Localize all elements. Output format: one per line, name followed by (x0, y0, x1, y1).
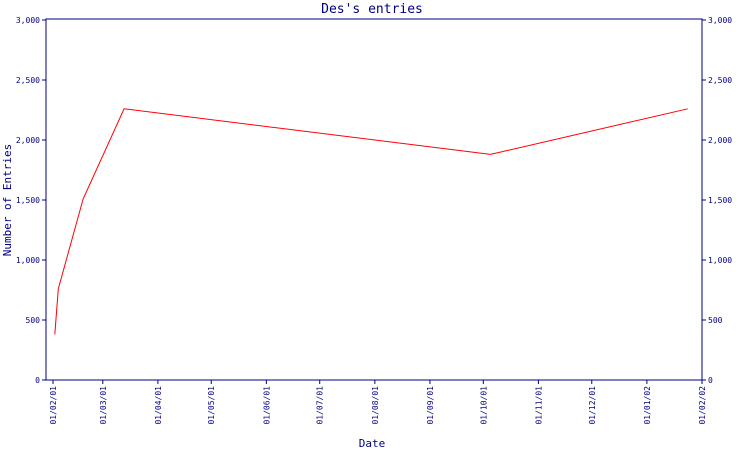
y-axis-left: 0 500 1,000 1,500 2,000 2,500 3,000 (16, 16, 46, 385)
y-tick-label-right: 500 (708, 316, 723, 325)
y-axis-label: Number of Entries (1, 144, 14, 257)
x-tick-label: 01/08/01 (371, 386, 380, 425)
x-tick-label: 01/09/01 (426, 386, 435, 425)
x-tick-label: 01/10/01 (479, 386, 488, 425)
x-axis: 01/02/01 01/03/01 01/04/01 01/05/01 01/06/01… (49, 380, 707, 425)
x-tick-label: 01/01/02 (643, 386, 652, 425)
y-tick-label-right: 2,500 (708, 76, 732, 85)
chart-title: Des's entries (321, 2, 423, 17)
y-tick-label-right: 2,000 (708, 136, 732, 145)
y-tick-label: 3,000 (16, 16, 40, 25)
y-tick-label-right: 1,000 (708, 256, 732, 265)
y-tick-label: 2,000 (16, 136, 40, 145)
x-axis-label: Date (359, 437, 386, 450)
y-tick-label: 500 (26, 316, 41, 325)
plot-frame (45, 18, 703, 381)
x-tick-label: 01/11/01 (534, 386, 543, 425)
x-tick-label: 01/02/01 (49, 386, 58, 425)
y-tick-label-right: 1,500 (708, 196, 732, 205)
y-tick-label: 1,500 (16, 196, 40, 205)
x-tick-label: 01/03/01 (99, 386, 108, 425)
x-tick-label: 01/04/01 (154, 386, 163, 425)
series-line (54, 108, 688, 335)
y-tick-label-right: 3,000 (708, 16, 732, 25)
x-tick-label: 01/05/01 (207, 386, 216, 425)
y-axis-right: 0 500 1,000 1,500 2,000 2,500 3,000 (702, 16, 732, 385)
x-tick-label: 01/07/01 (316, 386, 325, 425)
y-tick-label: 2,500 (16, 76, 40, 85)
y-tick-label: 1,000 (16, 256, 40, 265)
x-tick-label: 01/02/02 (698, 386, 707, 425)
x-tick-label: 01/12/01 (588, 386, 597, 425)
y-tick-label-right: 0 (708, 376, 713, 385)
y-tick-label: 0 (35, 376, 40, 385)
x-tick-label: 01/06/01 (262, 386, 271, 425)
